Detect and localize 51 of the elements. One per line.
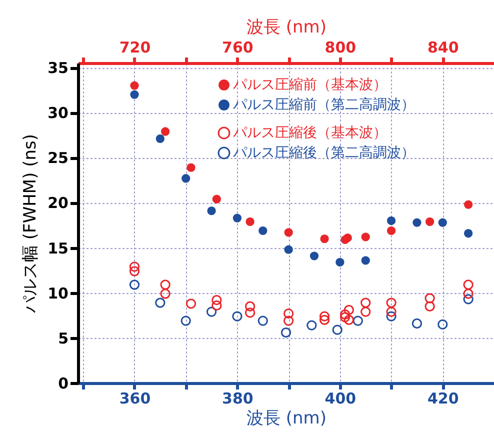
point	[361, 256, 370, 265]
legend-label: パルス圧縮後（第二高調波）	[232, 145, 415, 161]
point	[352, 316, 363, 326]
point	[156, 134, 165, 144]
point	[284, 245, 293, 254]
point	[332, 324, 342, 335]
legend-label: パルス圧縮前（第二高調波）	[232, 97, 415, 113]
y-axis-title: パルス幅 (FWHM) (ns)	[20, 134, 41, 314]
x2-tick-label: 760	[222, 38, 254, 56]
x-tick-label: 400	[324, 390, 356, 408]
point	[386, 311, 396, 322]
x2-axis-title: 波長 (nm)	[246, 18, 327, 38]
point	[438, 218, 447, 227]
y-tick-label: 25	[48, 149, 68, 168]
point	[180, 316, 191, 326]
point	[464, 229, 473, 238]
legend-label: パルス圧縮後（基本波）	[232, 125, 387, 141]
x2-tick-label: 800	[324, 38, 356, 56]
y-tick-label: 35	[48, 59, 68, 78]
point	[463, 294, 474, 304]
point	[129, 280, 140, 290]
y-tick-label: 0	[58, 374, 68, 392]
point	[232, 214, 242, 222]
point	[336, 258, 344, 267]
y-tick-label: 5	[58, 329, 68, 348]
point	[232, 311, 242, 322]
y-tick-label: 15	[48, 239, 68, 258]
x2-tick-label: 720	[119, 38, 151, 56]
point	[258, 226, 268, 235]
point	[258, 316, 268, 326]
x-tick-label: 380	[222, 390, 254, 408]
point	[386, 216, 396, 226]
point	[280, 327, 292, 338]
y-tick-label: 20	[48, 194, 68, 212]
point	[412, 218, 422, 227]
point	[182, 174, 190, 183]
legend-label: パルス圧縮前（基本波）	[232, 77, 387, 93]
point	[207, 206, 216, 216]
y-tick-label: 30	[48, 104, 68, 122]
point	[306, 320, 317, 330]
point	[310, 252, 319, 260]
point	[412, 318, 422, 329]
point	[130, 90, 139, 99]
point	[155, 298, 166, 308]
point	[438, 319, 448, 330]
x2-tick-label: 840	[427, 38, 459, 56]
x-tick-label: 420	[427, 390, 459, 408]
point	[206, 306, 217, 317]
y-tick-label: 10	[48, 284, 68, 302]
x-axis-title: 波長 (nm)	[246, 408, 327, 428]
x-tick-label: 360	[119, 390, 151, 408]
